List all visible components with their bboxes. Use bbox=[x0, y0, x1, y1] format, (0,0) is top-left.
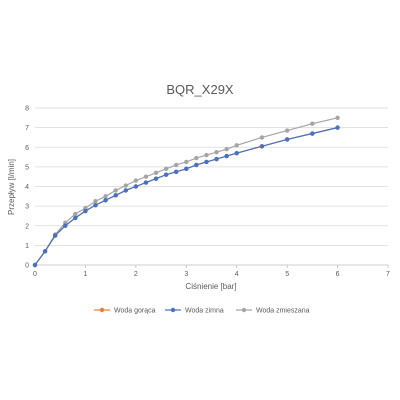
x-tick-label: 0 bbox=[33, 271, 37, 278]
data-point bbox=[113, 193, 118, 198]
data-point bbox=[184, 159, 189, 165]
y-tick-label: 3 bbox=[25, 204, 29, 211]
y-tick-label: 5 bbox=[25, 164, 29, 171]
data-point bbox=[204, 159, 209, 165]
data-point bbox=[224, 147, 229, 152]
data-point bbox=[194, 162, 199, 168]
x-tick-label: 4 bbox=[235, 271, 239, 278]
legend-label: Woda zimna bbox=[185, 308, 224, 315]
x-tick-label: 5 bbox=[285, 271, 289, 278]
x-tick-label: 1 bbox=[83, 271, 87, 278]
chart-title: BQR_X29X bbox=[166, 82, 234, 97]
y-tick-label: 6 bbox=[25, 145, 29, 152]
data-point bbox=[123, 183, 128, 188]
data-point bbox=[204, 152, 209, 158]
data-point bbox=[335, 125, 340, 130]
data-point bbox=[163, 166, 169, 172]
legend-swatch-marker bbox=[99, 307, 105, 313]
data-point bbox=[214, 149, 219, 155]
legend-item: Woda gorąca bbox=[94, 308, 156, 315]
data-point bbox=[123, 188, 128, 193]
legend-item: Woda zmieszana bbox=[236, 308, 310, 315]
legend: Woda gorąca Woda zimna Woda zmieszana bbox=[94, 308, 310, 315]
y-tick-label: 7 bbox=[25, 125, 29, 132]
legend-swatch-marker bbox=[241, 307, 247, 313]
x-tick-label: 6 bbox=[336, 271, 340, 278]
y-tick-label: 1 bbox=[25, 243, 29, 250]
data-point bbox=[174, 162, 179, 168]
data-point bbox=[73, 215, 78, 221]
legend-label: Woda gorąca bbox=[114, 308, 156, 315]
y-tick-label: 4 bbox=[25, 184, 29, 191]
data-point bbox=[93, 199, 98, 204]
data-point bbox=[234, 143, 239, 148]
data-point bbox=[174, 169, 179, 174]
data-point bbox=[284, 137, 290, 142]
data-point bbox=[335, 115, 340, 121]
data-point bbox=[93, 202, 98, 208]
legend-swatch-marker bbox=[170, 307, 176, 313]
data-point bbox=[83, 208, 88, 214]
data-point bbox=[259, 135, 265, 140]
data-point bbox=[42, 249, 48, 254]
y-tick-label: 8 bbox=[25, 106, 29, 113]
data-point bbox=[63, 223, 68, 228]
y-tick-label: 2 bbox=[25, 223, 29, 230]
legend-label: Woda zmieszana bbox=[256, 308, 310, 315]
data-point bbox=[214, 156, 219, 162]
data-point bbox=[310, 131, 315, 136]
data-point bbox=[103, 194, 108, 199]
data-point bbox=[52, 233, 58, 238]
data-point bbox=[310, 121, 315, 126]
data-point bbox=[103, 198, 108, 203]
series-1 bbox=[32, 125, 340, 268]
data-point bbox=[284, 128, 290, 133]
data-point bbox=[32, 262, 38, 268]
y-tick-label: 0 bbox=[25, 263, 29, 270]
data-point bbox=[133, 184, 139, 189]
data-point bbox=[143, 180, 149, 185]
x-tick-label: 3 bbox=[184, 271, 188, 278]
data-point bbox=[259, 144, 265, 149]
data-point bbox=[184, 166, 189, 172]
data-point bbox=[153, 170, 159, 175]
x-tick-label: 2 bbox=[134, 271, 138, 278]
data-point bbox=[143, 174, 149, 179]
y-axis-label: Przepływ [l/min] bbox=[7, 159, 16, 215]
data-point bbox=[153, 176, 159, 181]
data-point bbox=[224, 153, 229, 159]
legend-item: Woda zimna bbox=[165, 308, 224, 315]
data-point bbox=[234, 150, 239, 156]
data-point bbox=[133, 178, 139, 183]
data-point bbox=[73, 211, 78, 217]
x-tick-label: 7 bbox=[386, 271, 390, 278]
axes bbox=[34, 264, 389, 268]
series-layer bbox=[32, 115, 340, 268]
data-point bbox=[194, 155, 199, 161]
x-axis-label: Ciśnienie [bar] bbox=[185, 282, 236, 291]
data-point bbox=[163, 172, 169, 177]
data-point bbox=[113, 188, 118, 193]
tick-labels: 0 1 2 3 4 5 6 7 8 0 1 2 3 4 5 6 7 bbox=[25, 106, 390, 279]
